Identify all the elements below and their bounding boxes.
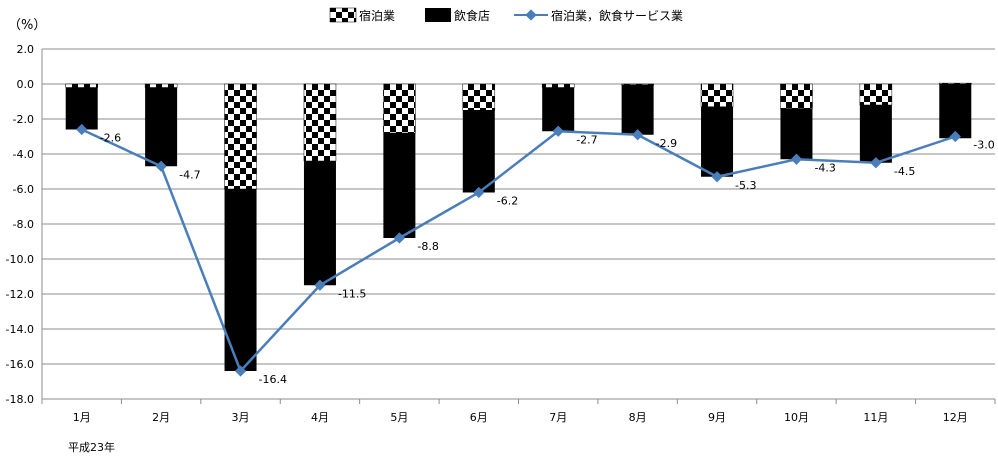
x-tick-label: 2月 (152, 411, 170, 424)
data-label: -8.8 (417, 240, 438, 253)
y-axis: 2.0 0.0 -2.0 -4.0 -6.0 -8.0 -10.0 -12.0 -14.0 -16… (6, 43, 43, 406)
bar-lodging (144, 83, 178, 88)
y-tick-label: -10.0 (6, 253, 34, 266)
unit-label: （%） (8, 18, 46, 33)
y-tick-label: -8.0 (13, 218, 34, 231)
data-labels: -2.6 -4.7 -16.4 -11.5 -8.8 -6.2 -2.7 -2.9 -5.3 -4… (100, 132, 995, 387)
bar-restaurant (780, 108, 813, 160)
y-tick-label: -2.0 (13, 113, 34, 126)
x-tick-label: 5月 (390, 411, 408, 424)
bar-restaurant (939, 84, 972, 139)
data-label: -6.2 (497, 195, 518, 208)
total-line (81, 128, 956, 374)
bar-lodging (541, 83, 575, 88)
legend-label-lodging: 宿泊業 (359, 8, 395, 23)
bar-lodging (383, 83, 416, 134)
x-tick-label: 6月 (470, 411, 488, 424)
bar-lodging (65, 83, 98, 88)
bar-lodging (303, 83, 337, 162)
y-tick-label: -14.0 (6, 323, 34, 336)
y-tick-label: -6.0 (13, 183, 34, 196)
bar-restaurant (383, 133, 416, 238)
data-label: -2.9 (656, 137, 677, 150)
y-tick-label: -12.0 (6, 288, 34, 301)
y-tick-label: -18.0 (6, 393, 34, 406)
bar-lodging (462, 83, 496, 111)
legend-swatch-lodging (329, 7, 357, 23)
total-marker (234, 365, 247, 377)
bar-restaurant (462, 110, 495, 193)
y-tick-label: 0.0 (17, 78, 35, 91)
x-tick-label: 8月 (629, 411, 647, 424)
y-tick-label: -4.0 (13, 148, 34, 161)
total-marker (314, 279, 326, 291)
bar-lodging (939, 82, 972, 85)
data-label: -11.5 (338, 287, 366, 300)
legend-swatch-restaurant (425, 8, 451, 22)
bar-restaurant (859, 105, 892, 163)
data-label: -4.7 (179, 168, 200, 181)
x-tick-label: 10月 (784, 411, 809, 424)
bar-lodging (859, 83, 893, 106)
data-label: -2.7 (576, 133, 597, 146)
legend-label-restaurant: 飲食店 (454, 8, 490, 23)
x-tick-label: 1月 (73, 411, 91, 424)
data-label: -2.6 (100, 132, 121, 145)
bar-restaurant (542, 87, 575, 132)
x-tick-label: 9月 (708, 411, 726, 424)
bars (65, 82, 972, 371)
data-label: -4.5 (894, 165, 915, 178)
x-tick-label: 11月 (863, 411, 888, 424)
total-marker (870, 157, 882, 169)
total-marker (711, 171, 723, 183)
legend-swatch-total-marker (525, 9, 537, 21)
total-marker (393, 232, 406, 244)
bar-lodging (780, 83, 813, 109)
total-marker (473, 186, 485, 199)
data-label: -4.3 (814, 161, 835, 174)
total-marker (631, 129, 644, 141)
data-label: -16.4 (259, 373, 287, 386)
bar-restaurant (701, 106, 734, 177)
bar-restaurant (65, 87, 98, 130)
bar-lodging (621, 83, 654, 86)
x-tick-label: 4月 (311, 411, 329, 424)
bar-restaurant (145, 87, 178, 167)
y-tick-label: -16.0 (6, 358, 34, 371)
x-axis: 1月 2月 3月 4月 5月 6月 7月 8月 9月 10月 11月 12月 (41, 398, 996, 424)
x-tick-label: 12月 (943, 411, 968, 424)
total-marker (155, 160, 167, 172)
gridlines (42, 48, 995, 400)
x-tick-label: 3月 (232, 411, 250, 424)
legend: 宿泊業 飲食店 宿泊業，飲食サービス業 (329, 7, 683, 23)
bar-restaurant (621, 84, 654, 135)
data-label: -5.3 (735, 179, 756, 192)
footnote: 平成23年 (68, 440, 115, 454)
y-tick-label: 2.0 (17, 43, 35, 56)
bar-restaurant (303, 161, 336, 286)
x-tick-label: 7月 (549, 411, 567, 424)
total-marker (790, 153, 803, 165)
legend-label-total: 宿泊業，飲食サービス業 (551, 8, 683, 23)
bar-lodging (224, 83, 257, 190)
bar-lodging (700, 83, 734, 107)
data-label: -3.0 (973, 139, 994, 152)
total-marker (949, 130, 961, 143)
